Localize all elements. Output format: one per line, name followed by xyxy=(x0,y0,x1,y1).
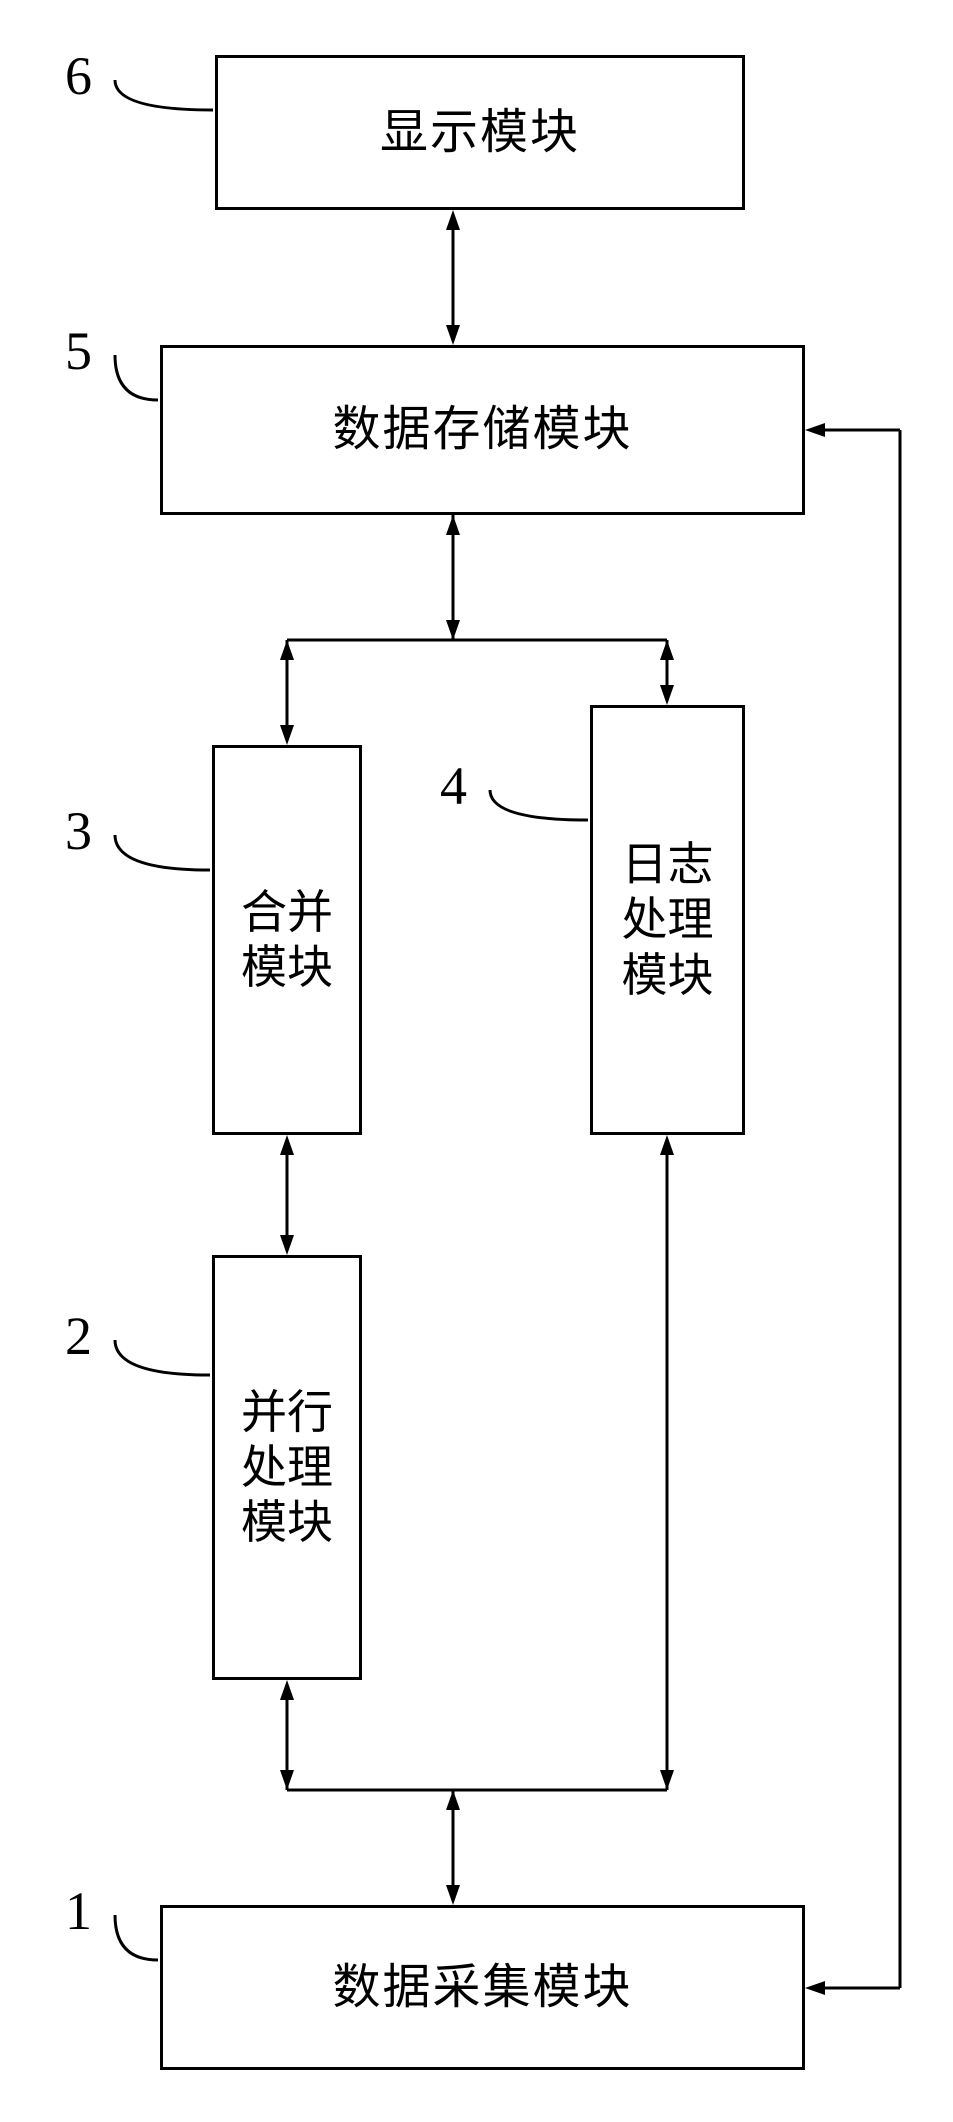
index-label-4: 4 xyxy=(440,755,467,817)
index-label-2: 2 xyxy=(65,1305,92,1367)
box-text-line: 处理 xyxy=(241,1440,333,1495)
box-text: 数据存储模块 xyxy=(332,401,632,459)
diagram-canvas: 显示模块数据存储模块合并模块日志处理模块并行处理模块数据采集模块653421 xyxy=(0,0,953,2122)
module-box-b5: 数据存储模块 xyxy=(160,345,805,515)
connection-layer xyxy=(0,0,953,2122)
box-text-line: 并行 xyxy=(241,1385,333,1440)
module-box-b4: 日志处理模块 xyxy=(590,705,745,1135)
box-text-line: 合并 xyxy=(241,885,333,940)
box-text-line: 日志 xyxy=(622,837,714,892)
box-text: 显示模块 xyxy=(380,104,580,162)
box-text-line: 模块 xyxy=(241,1495,333,1550)
box-text-line: 模块 xyxy=(622,948,714,1003)
module-box-b2: 并行处理模块 xyxy=(212,1255,362,1680)
index-label-1: 1 xyxy=(65,1880,92,1942)
index-label-5: 5 xyxy=(65,320,92,382)
module-box-b3: 合并模块 xyxy=(212,745,362,1135)
box-text: 数据采集模块 xyxy=(332,1959,632,2017)
index-label-3: 3 xyxy=(65,800,92,862)
module-box-b1: 数据采集模块 xyxy=(160,1905,805,2070)
box-text-line: 处理 xyxy=(622,892,714,947)
index-label-6: 6 xyxy=(65,45,92,107)
box-text-line: 模块 xyxy=(241,940,333,995)
module-box-b6: 显示模块 xyxy=(215,55,745,210)
